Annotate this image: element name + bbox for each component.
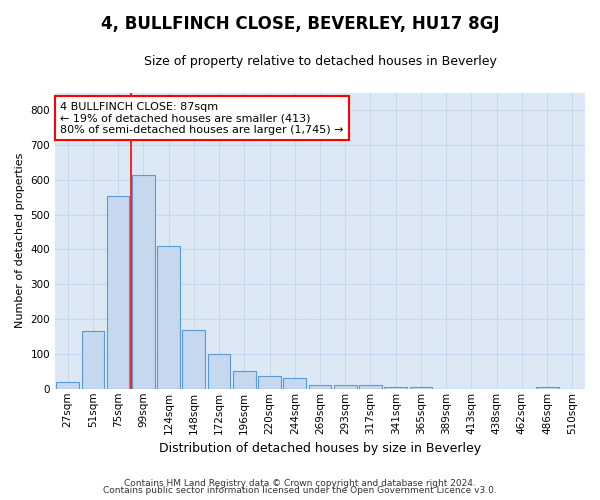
Bar — [82, 332, 104, 389]
Bar — [233, 372, 256, 389]
Text: 4 BULLFINCH CLOSE: 87sqm
← 19% of detached houses are smaller (413)
80% of semi-: 4 BULLFINCH CLOSE: 87sqm ← 19% of detach… — [61, 102, 344, 135]
Title: Size of property relative to detached houses in Beverley: Size of property relative to detached ho… — [143, 55, 496, 68]
Bar — [157, 246, 180, 389]
Bar — [258, 376, 281, 389]
Bar — [208, 354, 230, 389]
Bar — [308, 386, 331, 389]
Bar — [182, 330, 205, 389]
X-axis label: Distribution of detached houses by size in Beverley: Distribution of detached houses by size … — [159, 442, 481, 455]
Text: Contains HM Land Registry data © Crown copyright and database right 2024.: Contains HM Land Registry data © Crown c… — [124, 478, 476, 488]
Bar — [359, 386, 382, 389]
Text: 4, BULLFINCH CLOSE, BEVERLEY, HU17 8GJ: 4, BULLFINCH CLOSE, BEVERLEY, HU17 8GJ — [101, 15, 499, 33]
Bar — [283, 378, 306, 389]
Bar — [132, 174, 155, 389]
Bar — [107, 196, 130, 389]
Bar — [334, 386, 356, 389]
Bar — [536, 387, 559, 389]
Bar — [385, 387, 407, 389]
Y-axis label: Number of detached properties: Number of detached properties — [15, 153, 25, 328]
Bar — [56, 382, 79, 389]
Bar — [410, 388, 433, 389]
Text: Contains public sector information licensed under the Open Government Licence v3: Contains public sector information licen… — [103, 486, 497, 495]
